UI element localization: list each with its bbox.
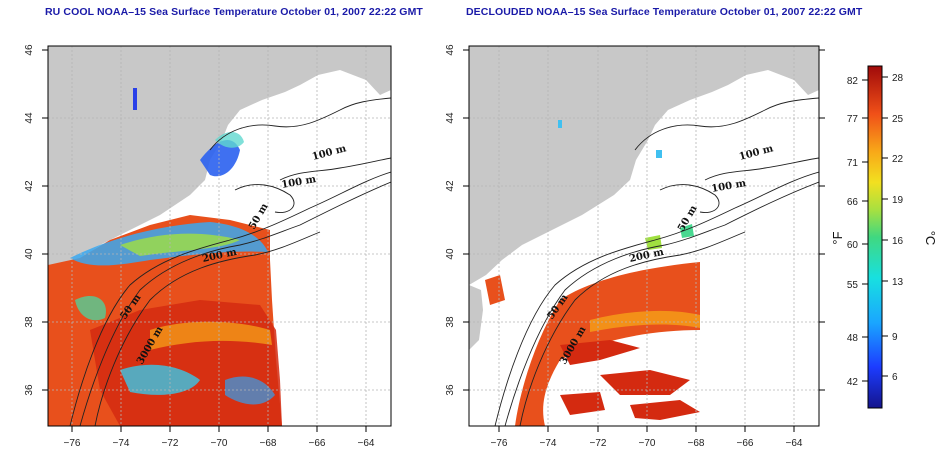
fahrenheit-tick: 77 [847, 114, 859, 125]
fahrenheit-tick: 71 [847, 158, 859, 169]
x-tick: −64 [358, 438, 375, 449]
y-tick: 36 [445, 384, 456, 396]
right-contours [494, 97, 819, 426]
x-tick: −76 [491, 438, 508, 449]
sst-swath-declouded [515, 262, 700, 426]
fahrenheit-tick: 82 [847, 76, 859, 87]
fahrenheit-tick: 60 [847, 240, 859, 251]
y-tick: 38 [445, 316, 456, 328]
x-tick: −68 [688, 438, 705, 449]
y-tick: 40 [24, 248, 35, 260]
y-tick: 40 [445, 248, 456, 260]
y-tick: 46 [445, 44, 456, 56]
celsius-tick: 25 [892, 114, 904, 125]
right-map-frame [468, 45, 820, 427]
fahrenheit-tick: 42 [847, 377, 859, 388]
right-map-panel: 100 m 100 m 50 m 200 m 50 m 3000 m −76 −… [445, 44, 825, 449]
fahrenheit-tick: 55 [847, 280, 859, 291]
x-tick: −72 [162, 438, 179, 449]
x-tick: −64 [786, 438, 803, 449]
left-map-panel: 100 m 100 m 50 m 200 m 50 m 3000 m −76 −… [24, 44, 392, 449]
right-map-title: DECLOUDED NOAA–15 Sea Surface Temperatur… [466, 6, 863, 18]
fahrenheit-tick: 66 [847, 197, 859, 208]
celsius-tick: 16 [892, 236, 904, 247]
land-mass [469, 46, 819, 285]
celsius-tick: 9 [892, 332, 898, 343]
x-tick: −66 [737, 438, 754, 449]
celsius-tick: 13 [892, 277, 904, 288]
unit-celsius: °C [923, 231, 938, 246]
x-tick: −66 [309, 438, 326, 449]
left-contours [69, 97, 391, 426]
unit-fahrenheit: °F [830, 231, 845, 244]
y-tick: 36 [24, 384, 35, 396]
colorbar-gradient [867, 65, 883, 409]
x-tick: −70 [639, 438, 656, 449]
colorbar: 82 77 71 66 60 55 48 42 28 25 22 19 16 1… [830, 65, 938, 409]
celsius-tick: 22 [892, 154, 904, 165]
y-tick: 44 [445, 112, 456, 124]
y-tick: 42 [24, 180, 35, 192]
x-tick: −70 [211, 438, 228, 449]
celsius-tick: 28 [892, 73, 904, 84]
y-tick: 46 [24, 44, 35, 56]
celsius-tick: 6 [892, 372, 898, 383]
left-map-title: RU COOL NOAA–15 Sea Surface Temperature … [45, 6, 423, 18]
fahrenheit-tick: 48 [847, 333, 859, 344]
x-tick: −72 [590, 438, 607, 449]
y-tick: 44 [24, 112, 35, 124]
x-tick: −74 [113, 438, 130, 449]
x-tick: −68 [260, 438, 277, 449]
left-grid [48, 46, 391, 426]
celsius-tick: 19 [892, 195, 904, 206]
x-tick: −74 [540, 438, 557, 449]
y-tick: 38 [24, 316, 35, 328]
y-tick: 42 [445, 180, 456, 192]
x-tick: −76 [64, 438, 81, 449]
